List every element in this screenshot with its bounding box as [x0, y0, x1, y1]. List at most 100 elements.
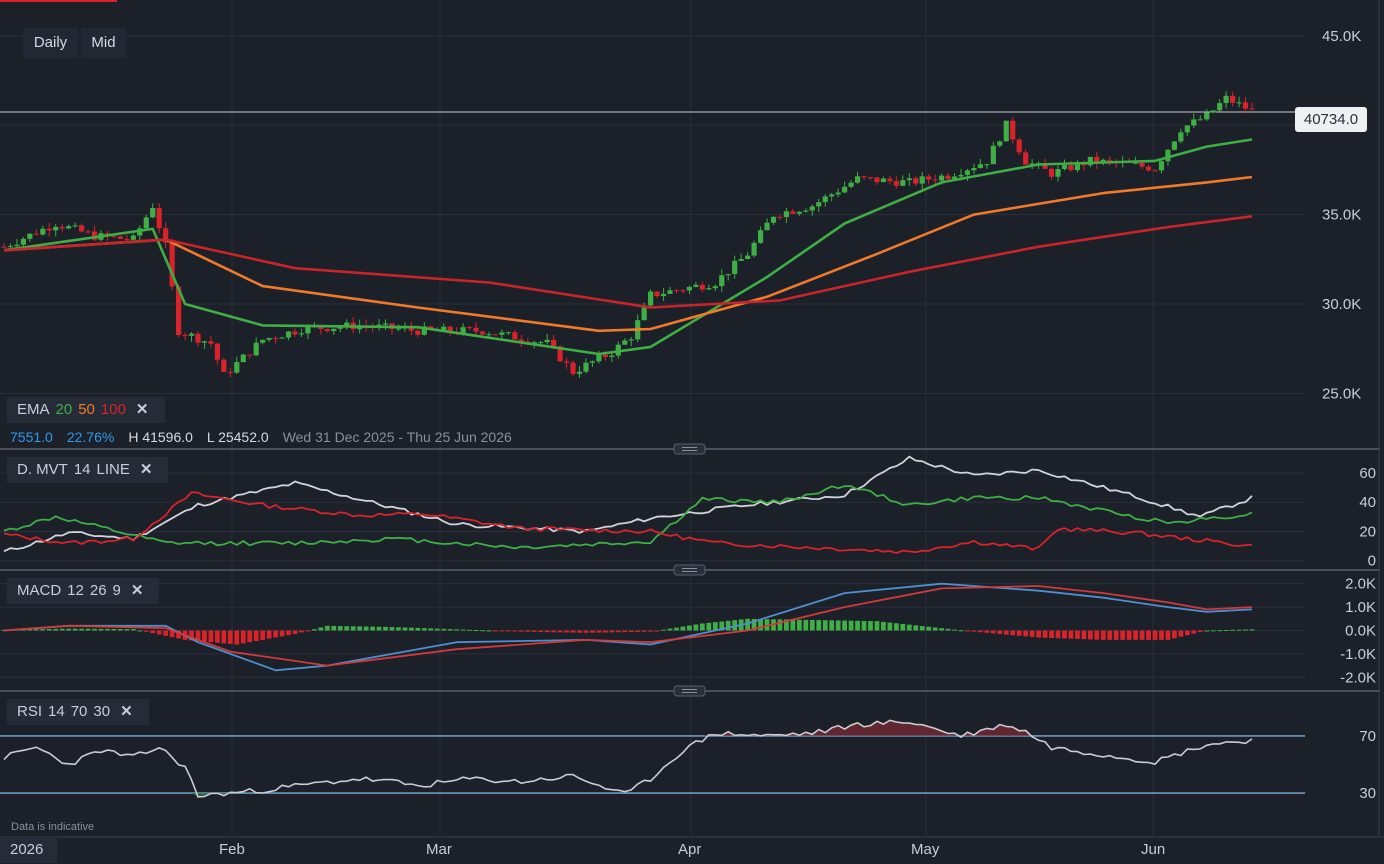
macd-histogram-bar [551, 630, 557, 633]
macd-histogram-bar [1055, 630, 1061, 639]
macd-histogram-bar [855, 620, 860, 631]
dmvt-close-icon[interactable]: ✕ [139, 461, 153, 478]
indicator-tick-label: 30 [1359, 785, 1376, 802]
ema-legend[interactable]: EMA 20 50 100 ✕ [7, 397, 165, 423]
macd-histogram-bar [1172, 630, 1177, 639]
price-tick-label: 25.0K [1322, 385, 1361, 402]
macd-histogram-bar [493, 630, 498, 632]
macd-histogram-bar [816, 620, 822, 631]
macd-histogram-bar [363, 626, 369, 631]
candle [874, 177, 880, 185]
candle [298, 328, 305, 338]
candle [783, 207, 790, 223]
macd-histogram-bar [389, 626, 395, 631]
candle [673, 289, 680, 294]
macd-histogram-bar [402, 627, 408, 631]
macd-histogram-bar [518, 630, 524, 632]
macd-histogram-bar [467, 629, 472, 631]
macd-histogram-bar [111, 628, 117, 631]
candle [33, 229, 39, 236]
indicator-tick-label: 0.0K [1345, 623, 1376, 640]
macd-histogram-bar [706, 622, 712, 631]
candle [738, 253, 744, 262]
macd-histogram-bar [641, 630, 647, 632]
macd-panel [1, 582, 1255, 672]
macd-histogram-bar [822, 620, 828, 631]
candle [667, 286, 673, 295]
candle [842, 181, 848, 194]
macd-histogram-bar [169, 630, 175, 638]
macd-histogram-bar [958, 630, 964, 632]
macd-histogram-bar [1107, 630, 1113, 640]
candle [576, 365, 583, 378]
candle [240, 353, 246, 363]
macd-histogram-bar [117, 629, 123, 631]
macd-histogram-bar [777, 619, 783, 631]
macd-histogram-bar [292, 630, 298, 635]
macd-histogram-bar [1197, 630, 1203, 633]
candle [1223, 91, 1229, 109]
ema-name: EMA [17, 401, 50, 418]
macd-histogram-bar [79, 628, 84, 631]
price-tick-label: 30.0K [1322, 296, 1361, 313]
candle [732, 255, 738, 279]
candle [719, 269, 725, 292]
macd-histogram-bar [305, 630, 311, 632]
macd-histogram-bar [163, 630, 169, 636]
candle [59, 224, 65, 232]
macd-histogram-bar [661, 629, 666, 631]
candle [829, 192, 835, 202]
candle [609, 353, 615, 363]
candle [1210, 109, 1216, 114]
rsi-panel [3, 719, 1253, 798]
x-tick-jun: Jun [1141, 841, 1166, 858]
candle [40, 225, 46, 236]
candle [279, 336, 285, 339]
candle [201, 340, 208, 349]
macd-line [3, 582, 1253, 672]
macd-histogram-bar [299, 630, 304, 633]
dmvt-mode: LINE [96, 461, 130, 478]
macd-histogram-bar [1184, 630, 1190, 636]
macd-histogram-bar [1075, 630, 1080, 639]
macd-histogram-bar [214, 630, 220, 643]
macd-histogram-bar [1029, 630, 1035, 637]
candle [686, 285, 693, 295]
top-accent-bar [0, 0, 117, 2]
candle [1230, 91, 1236, 107]
rsi-name: RSI [17, 703, 43, 720]
candle [1184, 125, 1190, 137]
macd-histogram-bar [311, 629, 317, 631]
macd-histogram-bar [208, 630, 214, 643]
macd-histogram-bar [1049, 630, 1054, 638]
grid-lines [0, 0, 1384, 838]
macd-histogram-bar [544, 630, 550, 633]
macd-legend[interactable]: MACD 12 26 9 ✕ [7, 578, 160, 604]
macd-histogram-bar [971, 630, 977, 632]
macd-histogram-bar [408, 627, 414, 631]
macd-histogram-bar [98, 628, 104, 631]
daily-button[interactable]: Daily [23, 28, 78, 58]
macd-histogram-bar [195, 630, 201, 642]
macd-histogram-bar [1210, 630, 1216, 632]
candle [1055, 165, 1061, 182]
candle [648, 289, 654, 308]
candle [919, 172, 925, 190]
rsi-close-icon[interactable]: ✕ [120, 703, 133, 720]
ema-close-icon[interactable]: ✕ [135, 401, 149, 418]
indicator-tick-label: 40 [1359, 494, 1376, 511]
candle [854, 171, 861, 184]
candle [137, 225, 143, 241]
candle [1003, 120, 1009, 142]
macd-close-icon[interactable]: ✕ [130, 582, 144, 599]
rsi-legend[interactable]: RSI 14 70 30 ✕ [7, 699, 149, 725]
dmvt-legend[interactable]: D. MVT 14 LINE ✕ [7, 457, 169, 483]
candle [1158, 159, 1165, 174]
panel-dividers[interactable] [0, 0, 1380, 836]
x-tick-may: May [911, 841, 940, 858]
mid-button[interactable]: Mid [81, 28, 126, 58]
candle [53, 224, 59, 237]
indicator-tick-label: -1.0K [1340, 646, 1376, 663]
macd-histogram-bar [324, 625, 330, 631]
